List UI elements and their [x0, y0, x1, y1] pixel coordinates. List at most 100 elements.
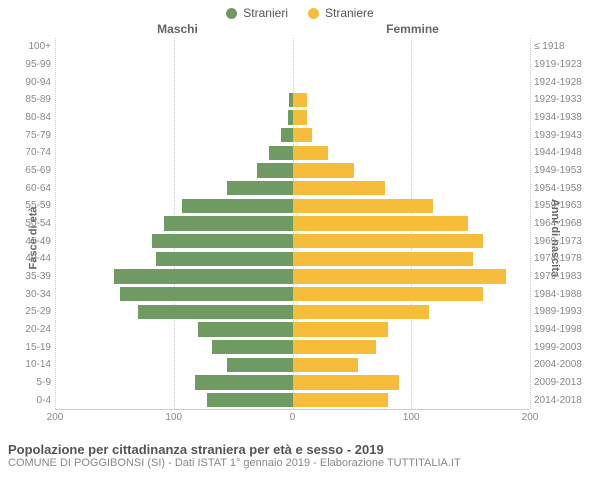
bar-female [293, 375, 400, 389]
bar-female [293, 287, 483, 301]
legend-label-male: Stranieri [243, 6, 288, 20]
birth-tick: 1944-1948 [530, 147, 582, 158]
bar-female [293, 128, 312, 142]
bar-female [293, 110, 307, 124]
x-axis: 2001000100200 [55, 412, 530, 426]
birth-tick: 1974-1978 [530, 253, 582, 264]
chart-row: 50-541964-1968 [55, 215, 530, 233]
birth-tick: 1989-1993 [530, 306, 582, 317]
age-tick: 85-89 [25, 94, 55, 105]
age-tick: 75-79 [25, 130, 55, 141]
bar-male [195, 375, 292, 389]
chart-row: 90-941924-1928 [55, 73, 530, 91]
bar-female [293, 163, 355, 177]
age-tick: 5-9 [37, 377, 55, 388]
age-tick: 55-59 [25, 200, 55, 211]
chart-row: 20-241994-1998 [55, 321, 530, 339]
birth-tick: 2009-2013 [530, 377, 582, 388]
chart-row: 0-42014-2018 [55, 391, 530, 409]
x-tick: 100 [165, 412, 182, 423]
chart-row: 10-142004-2008 [55, 356, 530, 374]
bar-male [164, 216, 292, 230]
birth-tick: 1954-1958 [530, 183, 582, 194]
bar-male [269, 146, 293, 160]
chart-row: 65-691949-1953 [55, 162, 530, 180]
column-headers: Maschi Femmine [0, 22, 600, 36]
age-tick: 65-69 [25, 165, 55, 176]
chart-row: 45-491969-1973 [55, 232, 530, 250]
age-tick: 50-54 [25, 218, 55, 229]
chart-row: 80-841934-1938 [55, 109, 530, 127]
chart-row: 70-741944-1948 [55, 144, 530, 162]
birth-tick: 1949-1953 [530, 165, 582, 176]
chart-row: 60-641954-1958 [55, 179, 530, 197]
bar-female [293, 252, 474, 266]
bar-female [293, 216, 469, 230]
age-tick: 80-84 [25, 112, 55, 123]
x-tick: 100 [403, 412, 420, 423]
age-tick: 40-44 [25, 253, 55, 264]
legend-swatch-male [226, 8, 237, 19]
bar-female [293, 393, 388, 407]
legend-swatch-female [308, 8, 319, 19]
chart-row: 75-791939-1943 [55, 126, 530, 144]
age-tick: 95-99 [25, 59, 55, 70]
chart-row: 85-891929-1933 [55, 91, 530, 109]
chart-row: 30-341984-1988 [55, 285, 530, 303]
bar-male [257, 163, 293, 177]
age-tick: 0-4 [37, 395, 55, 406]
bar-female [293, 93, 307, 107]
bar-male [227, 358, 292, 372]
bar-male [156, 252, 293, 266]
column-header-male: Maschi [60, 22, 295, 36]
bar-male [138, 305, 292, 319]
age-tick: 15-19 [25, 342, 55, 353]
chart-row: 55-591959-1963 [55, 197, 530, 215]
age-tick: 10-14 [25, 359, 55, 370]
chart-row: 40-441974-1978 [55, 250, 530, 268]
bar-male [114, 269, 292, 283]
chart-row: 5-92009-2013 [55, 374, 530, 392]
x-tick: 0 [290, 412, 296, 423]
birth-tick: 1994-1998 [530, 324, 582, 335]
birth-tick: 2004-2008 [530, 359, 582, 370]
bar-male [198, 322, 293, 336]
birth-tick: 1964-1968 [530, 218, 582, 229]
bar-male [152, 234, 292, 248]
age-tick: 60-64 [25, 183, 55, 194]
bar-female [293, 305, 430, 319]
chart-row: 25-291989-1993 [55, 303, 530, 321]
bar-female [293, 234, 483, 248]
birth-tick: 1969-1973 [530, 236, 582, 247]
x-tick: 200 [47, 412, 64, 423]
chart-area: Fasce di età Anni di nascita 100+≤ 19189… [0, 38, 600, 438]
footer-subtitle: COMUNE DI POGGIBONSI (SI) - Dati ISTAT 1… [8, 457, 592, 469]
column-header-female: Femmine [295, 22, 530, 36]
bar-male [212, 340, 293, 354]
age-tick: 30-34 [25, 289, 55, 300]
bar-female [293, 269, 507, 283]
birth-tick: 1924-1928 [530, 77, 582, 88]
legend-item-female: Straniere [308, 6, 374, 20]
legend: Stranieri Straniere [0, 0, 600, 22]
bar-female [293, 340, 376, 354]
birth-tick: 1934-1938 [530, 112, 582, 123]
chart-container: Stranieri Straniere Maschi Femmine Fasce… [0, 0, 600, 500]
footer-title: Popolazione per cittadinanza straniera p… [8, 442, 592, 457]
bar-male [227, 181, 292, 195]
birth-tick: 1929-1933 [530, 94, 582, 105]
bar-male [182, 199, 292, 213]
age-tick: 35-39 [25, 271, 55, 282]
bar-female [293, 146, 329, 160]
birth-tick: 1984-1988 [530, 289, 582, 300]
bar-male [207, 393, 293, 407]
age-tick: 20-24 [25, 324, 55, 335]
bar-male [120, 287, 292, 301]
birth-tick: 1919-1923 [530, 59, 582, 70]
age-tick: 70-74 [25, 147, 55, 158]
bar-female [293, 199, 433, 213]
plot-area: 100+≤ 191895-991919-192390-941924-192885… [55, 38, 530, 410]
birth-tick: 2014-2018 [530, 395, 582, 406]
birth-tick: 1959-1963 [530, 200, 582, 211]
birth-tick: 1979-1983 [530, 271, 582, 282]
